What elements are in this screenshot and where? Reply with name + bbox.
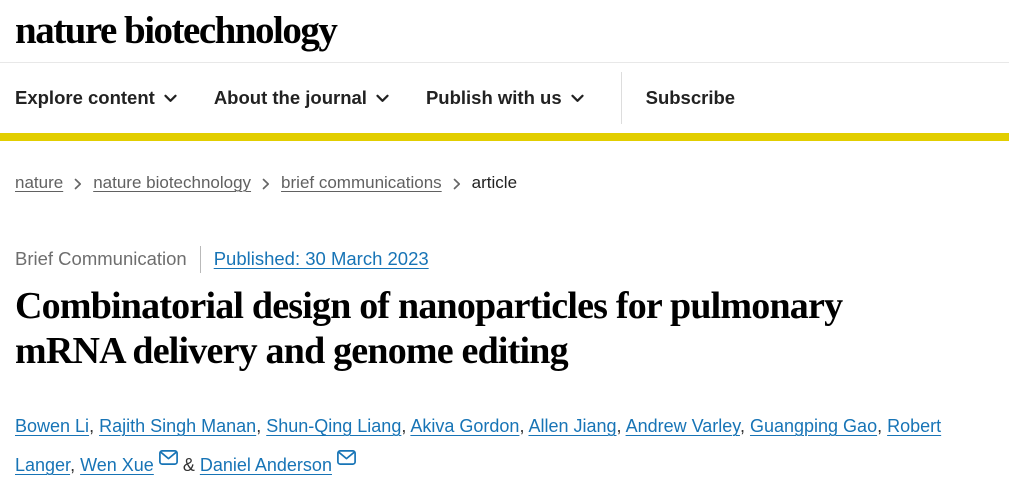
journal-wordmark[interactable]: nature biotechnology [15, 9, 338, 52]
nav-publish-with-us[interactable]: Publish with us [426, 87, 584, 109]
author-link[interactable]: Akiva Gordon [410, 416, 520, 436]
breadcrumb-link-nature[interactable]: nature [15, 173, 64, 192]
article-title: Combinatorial design of nanoparticles fo… [15, 284, 994, 374]
article-title-line-1: Combinatorial design of nanoparticles fo… [15, 285, 843, 327]
nav-explore-content[interactable]: Explore content [15, 87, 177, 109]
nav-explore-content-label: Explore content [15, 87, 155, 108]
breadcrumb-link-nature-biotechnology[interactable]: nature biotechnology [93, 173, 252, 192]
masthead-divider [0, 62, 1009, 63]
nav-divider [620, 72, 622, 124]
author-link[interactable]: Bowen Li [15, 416, 90, 436]
author-separator: , [616, 416, 622, 436]
breadcrumb-link-brief-communications[interactable]: brief communications [281, 173, 442, 192]
author-list: Bowen Li, Rajith Singh Manan, Shun-Qing … [15, 407, 994, 485]
article-title-line-2: mRNA delivery and genome editing [15, 330, 569, 372]
main-nav: Explore content About the journal Publis… [0, 63, 1009, 133]
chevron-down-icon [571, 94, 584, 102]
author-separator: , [519, 416, 525, 436]
author-separator: , [877, 416, 883, 436]
article-meta: Brief Communication Published: 30 March … [15, 245, 994, 273]
author-separator: , [739, 416, 745, 436]
article-header: nature nature biotechnology brief commun… [0, 171, 1009, 485]
published-date-link[interactable]: Published: 30 March 2023 [213, 248, 429, 269]
breadcrumb: nature nature biotechnology brief commun… [15, 171, 994, 195]
author-separator: , [70, 455, 76, 475]
author-separator: , [89, 416, 95, 436]
author-link[interactable]: Daniel Anderson [199, 455, 332, 475]
chevron-right-icon [262, 178, 270, 190]
article-type-label: Brief Communication [15, 248, 187, 269]
email-icon[interactable] [337, 450, 356, 465]
author-link[interactable]: Robert Langer [15, 416, 942, 475]
breadcrumb-current-article: article [471, 173, 518, 192]
nav-publish-with-us-label: Publish with us [425, 87, 562, 108]
author-final-separator: & [182, 455, 195, 475]
nav-about-the-journal-label: About the journal [213, 87, 367, 108]
author-link[interactable]: Andrew Varley [625, 416, 740, 436]
chevron-down-icon [376, 94, 389, 102]
chevron-right-icon [453, 178, 460, 190]
nav-subscribe-label: Subscribe [645, 87, 736, 108]
author-separator: , [401, 416, 407, 436]
brand-yellow-bar [0, 133, 1009, 141]
nav-about-the-journal[interactable]: About the journal [214, 87, 389, 109]
author-separator: , [256, 416, 262, 436]
chevron-right-icon [74, 178, 82, 190]
author-link[interactable]: Wen Xue [80, 455, 154, 475]
masthead: nature biotechnology [0, 0, 1009, 62]
meta-divider [199, 245, 201, 273]
author-link[interactable]: Guangping Gao [749, 416, 878, 436]
email-icon[interactable] [158, 450, 178, 465]
chevron-down-icon [164, 94, 177, 102]
author-link[interactable]: Shun-Qing Liang [266, 416, 402, 436]
author-link[interactable]: Allen Jiang [528, 416, 617, 436]
nav-subscribe[interactable]: Subscribe [646, 87, 735, 109]
author-link[interactable]: Rajith Singh Manan [99, 416, 257, 436]
